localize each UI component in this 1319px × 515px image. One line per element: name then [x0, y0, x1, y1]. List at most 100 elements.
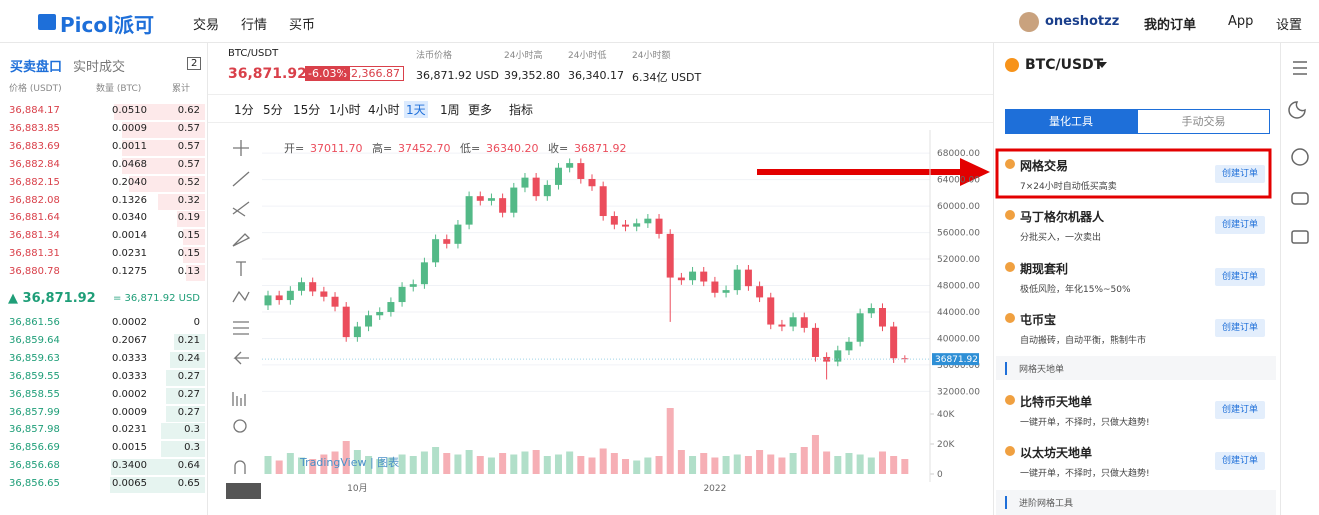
- collapse-button[interactable]: [226, 483, 261, 499]
- panel-tab[interactable]: 手动交易: [1137, 109, 1270, 134]
- interval[interactable]: 1分: [234, 103, 254, 117]
- amount-cell: 0.0002: [112, 317, 147, 328]
- item-desc: 7×24小时自动低买高卖: [1020, 182, 1117, 192]
- price-cell: 36,880.78: [9, 266, 60, 278]
- amount-cell: 0.0340: [112, 212, 147, 224]
- y-tick-label: 32000.00: [937, 387, 980, 397]
- candle-body: [554, 167, 562, 185]
- volume-bar: [376, 459, 384, 474]
- interval[interactable]: 5分: [263, 103, 283, 117]
- candle-body: [666, 233, 674, 278]
- orderbook-tab[interactable]: 实时成交: [73, 60, 126, 75]
- legend-value: 36871.92: [574, 142, 627, 155]
- candle-body: [275, 295, 283, 301]
- change-abs: -2,366.87: [343, 66, 404, 81]
- y-tick-label: 68000.00: [937, 149, 980, 159]
- highlight-box: [995, 148, 1272, 199]
- amount-cell: 0.0333: [112, 370, 147, 382]
- interval[interactable]: 更多: [468, 103, 493, 117]
- interval[interactable]: 1小时: [329, 103, 361, 117]
- legend-label: 开=: [284, 142, 304, 155]
- candle-body: [588, 178, 596, 187]
- legend-value: 36340.20: [486, 142, 539, 155]
- total-cell: 0.27: [177, 388, 200, 400]
- candle-body: [353, 326, 361, 338]
- total-cell: 0.57: [177, 122, 200, 134]
- price-chart: 68000.00 64000.00 60000.00 56000.00 52000.00…: [262, 130, 980, 494]
- app-link[interactable]: App: [1228, 14, 1254, 29]
- arrow-head: [960, 158, 990, 186]
- panel-pair[interactable]: BTC/USDT: [1025, 57, 1104, 73]
- depth-button[interactable]: 2: [187, 57, 202, 70]
- interval[interactable]: 1周: [440, 103, 460, 117]
- section-bar: [996, 490, 1276, 515]
- y-tick-label: 60000.00: [937, 202, 980, 212]
- volume-bar: [666, 408, 674, 474]
- item-icon: [1005, 262, 1015, 272]
- candle-body: [744, 269, 752, 287]
- create-order-button[interactable]: 创建订单: [1215, 319, 1265, 337]
- nav-item[interactable]: 交易: [193, 18, 220, 33]
- my-orders[interactable]: 我的订单: [1144, 18, 1197, 33]
- depth-bar: [161, 441, 205, 458]
- item-title[interactable]: 比特币天地单: [1020, 395, 1093, 409]
- interval[interactable]: 指标: [509, 103, 534, 117]
- volume-bar: [443, 453, 451, 474]
- candle-body: [599, 186, 607, 217]
- depth-bar: [111, 459, 205, 476]
- item-title[interactable]: 以太坊天地单: [1020, 446, 1093, 460]
- item-title[interactable]: 马丁格尔机器人: [1020, 210, 1105, 224]
- volume-bar: [577, 456, 585, 474]
- candle-body: [633, 223, 641, 227]
- nav-item[interactable]: 行情: [241, 18, 268, 33]
- create-order-button[interactable]: 创建订单: [1215, 165, 1265, 183]
- candle-body: [342, 306, 350, 338]
- last-price: ▲ 36,871.92: [8, 291, 96, 306]
- create-order-button[interactable]: 创建订单: [1215, 216, 1265, 234]
- item-title[interactable]: 屯币宝: [1020, 313, 1057, 327]
- last-price-usd: = 36,871.92 USD: [113, 293, 200, 304]
- volume-bar: [722, 456, 730, 474]
- volume-bar: [320, 454, 328, 474]
- orderbook-tab[interactable]: 买卖盘口: [10, 60, 63, 75]
- create-order-button[interactable]: 创建订单: [1215, 268, 1265, 286]
- depth-bar: [121, 139, 205, 156]
- candle-body: [845, 341, 853, 351]
- volume-bar: [756, 450, 764, 474]
- user-name[interactable]: oneshotzz: [1045, 14, 1120, 29]
- candle-body: [298, 282, 306, 291]
- volume-tick-label: 0: [937, 470, 943, 480]
- volume-bar: [767, 454, 775, 474]
- header-bar: [0, 0, 1319, 43]
- draw-tools: [232, 140, 251, 474]
- item-title[interactable]: 网格交易: [1020, 159, 1069, 173]
- depth-bar: [183, 247, 205, 264]
- create-order-button[interactable]: 创建订单: [1215, 401, 1265, 419]
- candle-body: [867, 308, 875, 314]
- candle-body: [510, 187, 518, 213]
- volume-bar: [867, 457, 875, 474]
- candle-body: [856, 313, 864, 342]
- volume-bar: [789, 453, 797, 474]
- candle-body: [398, 286, 406, 303]
- interval[interactable]: 15分: [293, 103, 321, 117]
- price-cell: 36,856.69: [9, 442, 60, 454]
- volume-bar: [554, 454, 562, 474]
- item-title[interactable]: 期现套利: [1020, 262, 1069, 276]
- candle-body: [700, 271, 708, 282]
- settings-link[interactable]: 设置: [1276, 18, 1303, 33]
- amount-cell: 0.0009: [112, 122, 147, 134]
- volume-bar: [420, 451, 428, 474]
- btc-icon: [1005, 58, 1019, 72]
- candle-body: [264, 295, 272, 306]
- price-cell: 36,883.69: [9, 140, 60, 152]
- interval[interactable]: 4小时: [368, 103, 400, 117]
- logo: Picol派可: [60, 13, 154, 37]
- nav-item[interactable]: 买币: [289, 18, 316, 33]
- volume-bar: [365, 456, 373, 474]
- panel-tab[interactable]: 量化工具: [1005, 109, 1137, 134]
- candle-body: [811, 327, 819, 357]
- create-order-button[interactable]: 创建订单: [1215, 452, 1265, 470]
- interval[interactable]: 1天: [404, 101, 428, 118]
- volume-bar: [566, 451, 574, 474]
